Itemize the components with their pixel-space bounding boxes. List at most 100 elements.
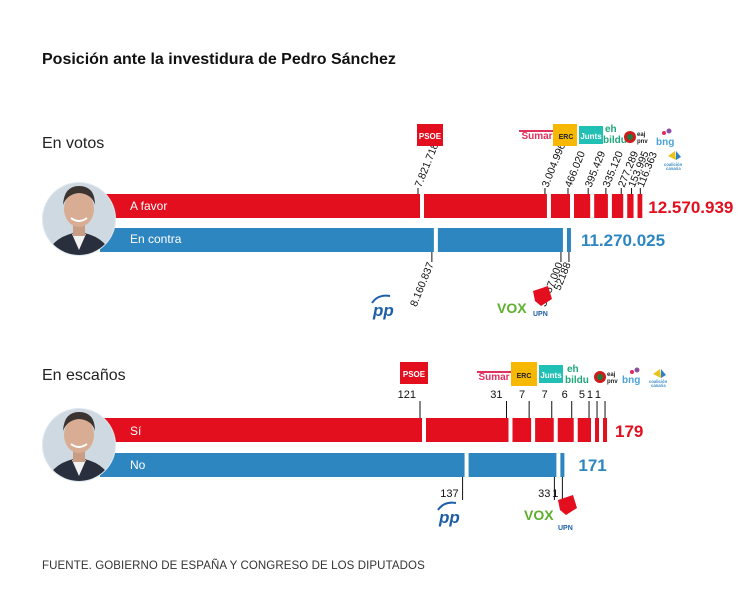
bar-segment-a-favor-coalicion-canaria: [637, 194, 643, 218]
svg-text:Sumar: Sumar: [478, 372, 509, 383]
upn-logo-seats: UPN: [558, 495, 577, 532]
seat-segment-no-vox: [468, 453, 557, 477]
seat-segment-si-bng: [595, 418, 600, 442]
svg-text:Junts: Junts: [540, 371, 562, 380]
svg-text:PSOE: PSOE: [419, 132, 442, 141]
votes-bars: [100, 194, 643, 252]
seat-segment-si-erc: [512, 418, 532, 442]
seat-label-si-erc: 7: [519, 389, 525, 401]
vox-logo-seats: VOX: [524, 507, 554, 523]
upn-logo: UPN: [533, 286, 552, 318]
seats-bars: [100, 418, 608, 477]
bar-segment-a-favor-pnv: [611, 194, 624, 218]
bildu-logo-seats: eh bildu: [565, 364, 589, 386]
svg-text:canaria: canaria: [666, 166, 681, 171]
sumar-logo-seats: Sumar: [477, 371, 512, 383]
bar-segment-a-favor-psoe: [100, 194, 420, 218]
svg-text:bng: bng: [622, 375, 640, 386]
seat-segment-si-sumar: [426, 418, 509, 442]
bar-segment-a-favor-junts: [574, 194, 591, 218]
pnv-logo: eaj pnv: [624, 131, 648, 145]
svg-text:coalición: coalición: [664, 162, 683, 167]
svg-text:eaj: eaj: [607, 372, 616, 378]
bar-segment-a-favor-sumar: [424, 194, 547, 218]
svg-text:VOX: VOX: [524, 507, 554, 523]
svg-text:pnv: pnv: [637, 139, 648, 145]
seat-label-si-junts: 7: [542, 389, 548, 401]
svg-text:ERC: ERC: [517, 373, 532, 380]
coalicion-canaria-logo-seats: coalición canaria: [649, 369, 668, 388]
svg-text:coalición: coalición: [649, 379, 668, 384]
bng-logo-seats: bng: [622, 367, 640, 386]
bildu-logo: eh bildu: [603, 124, 627, 146]
svg-text:eh: eh: [567, 364, 579, 375]
bar-segment-a-favor-bng: [627, 194, 634, 218]
svg-text:UPN: UPN: [533, 311, 548, 318]
seat-label-si-eh-bildu: 6: [562, 389, 568, 401]
seat-segment-si-junts: [535, 418, 554, 442]
junts-logo-seats: Junts: [539, 365, 563, 383]
vox-logo: VOX: [497, 300, 527, 316]
erc-logo: ERC: [553, 124, 577, 146]
bar-label-no: No: [130, 458, 146, 472]
svg-text:Sumar: Sumar: [521, 131, 552, 142]
total-si: 179: [615, 422, 643, 441]
seat-segment-si-eh-bildu: [557, 418, 574, 442]
svg-text:pp: pp: [372, 301, 394, 320]
bar-segment-en-contra-pp: [100, 228, 434, 252]
svg-text:VOX: VOX: [497, 300, 527, 316]
seat-label-no-vox: 33: [538, 488, 550, 500]
seat-segment-si-pnv: [577, 418, 592, 442]
seat-label-si-coalicion-canaria: 1: [595, 389, 601, 401]
coalicion-canaria-logo: coalición canaria: [664, 151, 683, 171]
seat-segment-si-coalicion-canaria: [603, 418, 608, 442]
erc-logo-seats: ERC: [511, 362, 537, 386]
bar-segment-a-favor-erc: [550, 194, 571, 218]
seat-label-no-upn: 1: [552, 488, 558, 500]
pnv-logo-seats: eaj pnv: [594, 371, 618, 385]
svg-text:bildu: bildu: [565, 375, 589, 386]
sumar-logo: Sumar: [519, 130, 555, 142]
bar-label-en-contra: En contra: [130, 232, 182, 246]
svg-text:pp: pp: [438, 508, 460, 527]
seat-label-si-pnv: 5: [579, 389, 585, 401]
bar-segment-en-contra-vox: [437, 228, 563, 252]
section-title-votes: En votos: [42, 135, 104, 152]
seat-segment-si-psoe: [100, 418, 422, 442]
seat-label-si-bng: 1: [587, 389, 593, 401]
total-no: 171: [578, 456, 606, 475]
svg-text:bng: bng: [656, 137, 674, 148]
svg-text:canaria: canaria: [651, 383, 666, 388]
seat-label-no-pp: 137: [440, 488, 458, 500]
seat-segment-no-upn: [560, 453, 565, 477]
psoe-logo-seats: PSOE: [400, 362, 428, 384]
bar-label-si: Sí: [130, 424, 142, 438]
seat-label-si-sumar: 31: [490, 389, 502, 401]
junts-logo: Junts: [579, 126, 603, 144]
bar-label-a-favor: A favor: [130, 199, 167, 213]
votes-value-labels: 7.821.718 3.004.996466.020395.429335.1202…: [408, 141, 660, 308]
svg-text:pnv: pnv: [607, 379, 618, 385]
svg-text:UPN: UPN: [558, 525, 573, 532]
bng-logo: bng: [656, 128, 674, 148]
svg-text:eh: eh: [605, 124, 617, 135]
value-label-contra-pp: 8.160.837: [408, 260, 437, 308]
total-a-favor: 12.570.939: [648, 198, 733, 217]
psoe-logo: PSOE: [417, 124, 443, 146]
value-label-favor-psoe: 7.821.718: [413, 141, 442, 189]
seat-label-si-psoe: 121: [398, 389, 416, 401]
source-note: FUENTE. GOBIERNO DE ESPAÑA Y CONGRESO DE…: [42, 559, 425, 572]
total-en-contra: 11.270.025: [581, 231, 665, 250]
svg-text:ERC: ERC: [559, 134, 574, 141]
pp-logo-seats: pp: [437, 501, 460, 527]
svg-text:bildu: bildu: [603, 135, 627, 146]
svg-text:eaj: eaj: [637, 132, 646, 138]
bar-segment-en-contra-upn: [566, 228, 571, 252]
pp-logo: pp: [371, 294, 394, 320]
chart-title: Posición ante la investidura de Pedro Sá…: [42, 51, 396, 68]
section-title-seats: En escaños: [42, 367, 126, 384]
svg-text:Junts: Junts: [580, 132, 602, 141]
seat-segment-no-pp: [100, 453, 465, 477]
